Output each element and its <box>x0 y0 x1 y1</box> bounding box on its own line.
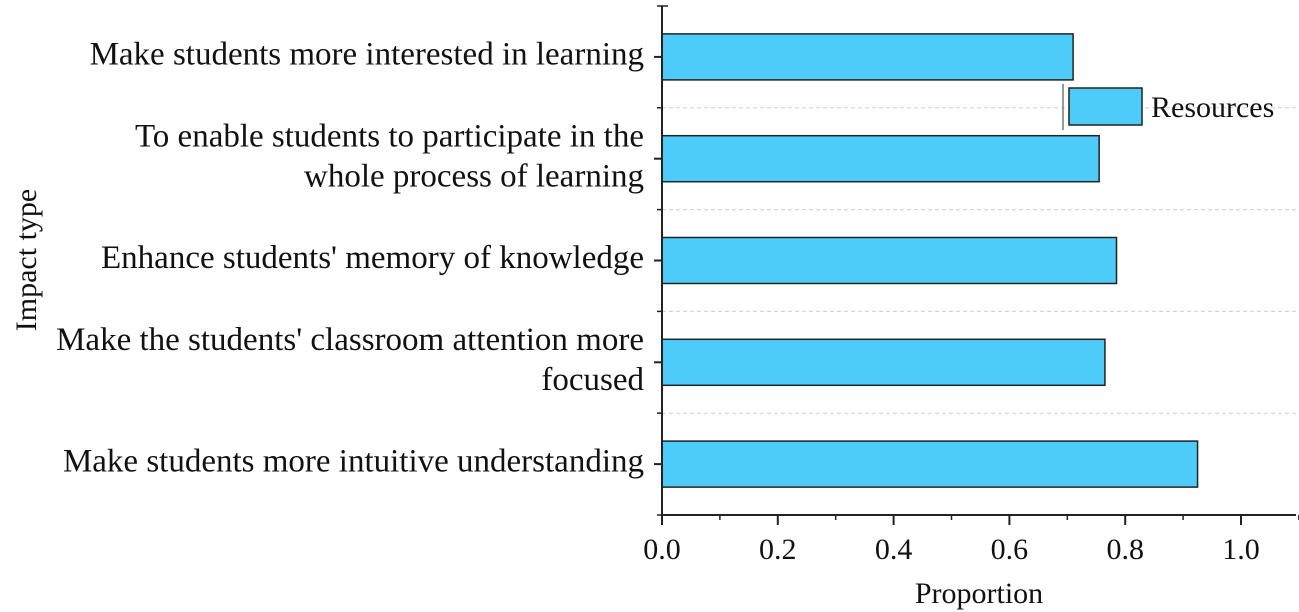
x-tick-label: 0.8 <box>1106 533 1144 566</box>
category-label: focused <box>541 362 644 398</box>
grid-lines <box>662 107 1296 414</box>
y-axis-title: Impact type <box>10 189 43 331</box>
category-label: whole process of learning <box>304 158 644 194</box>
x-tick-label: 0.6 <box>991 533 1029 566</box>
category-label: Make students more intuitive understandi… <box>63 444 644 480</box>
category-label: Enhance students' memory of knowledge <box>101 240 644 276</box>
legend-swatch <box>1068 87 1143 126</box>
x-ticks: 0.0 0.2 0.4 0.6 0.8 1.0 <box>643 515 1299 566</box>
x-axis-title: Proportion <box>915 577 1043 610</box>
bar <box>661 134 1100 183</box>
bar <box>661 440 1199 488</box>
legend-label: Resources <box>1151 91 1274 124</box>
y-ticks <box>654 5 662 516</box>
category-label: Make the students' classroom attention m… <box>56 322 644 358</box>
category-label: Make students more interested in learnin… <box>90 36 644 72</box>
x-tick-label: 1.0 <box>1222 533 1260 566</box>
bar <box>661 338 1106 387</box>
legend: Resources <box>1062 84 1274 130</box>
bars <box>661 33 1199 488</box>
category-label: To enable students to participate in the <box>135 118 644 154</box>
x-tick-label: 0.2 <box>759 533 797 566</box>
x-tick-label: 0.0 <box>643 533 681 566</box>
x-tick-label: 0.4 <box>875 533 913 566</box>
category-labels: Make students more interested in learnin… <box>56 36 644 479</box>
bar <box>661 236 1118 285</box>
bar <box>661 33 1074 81</box>
